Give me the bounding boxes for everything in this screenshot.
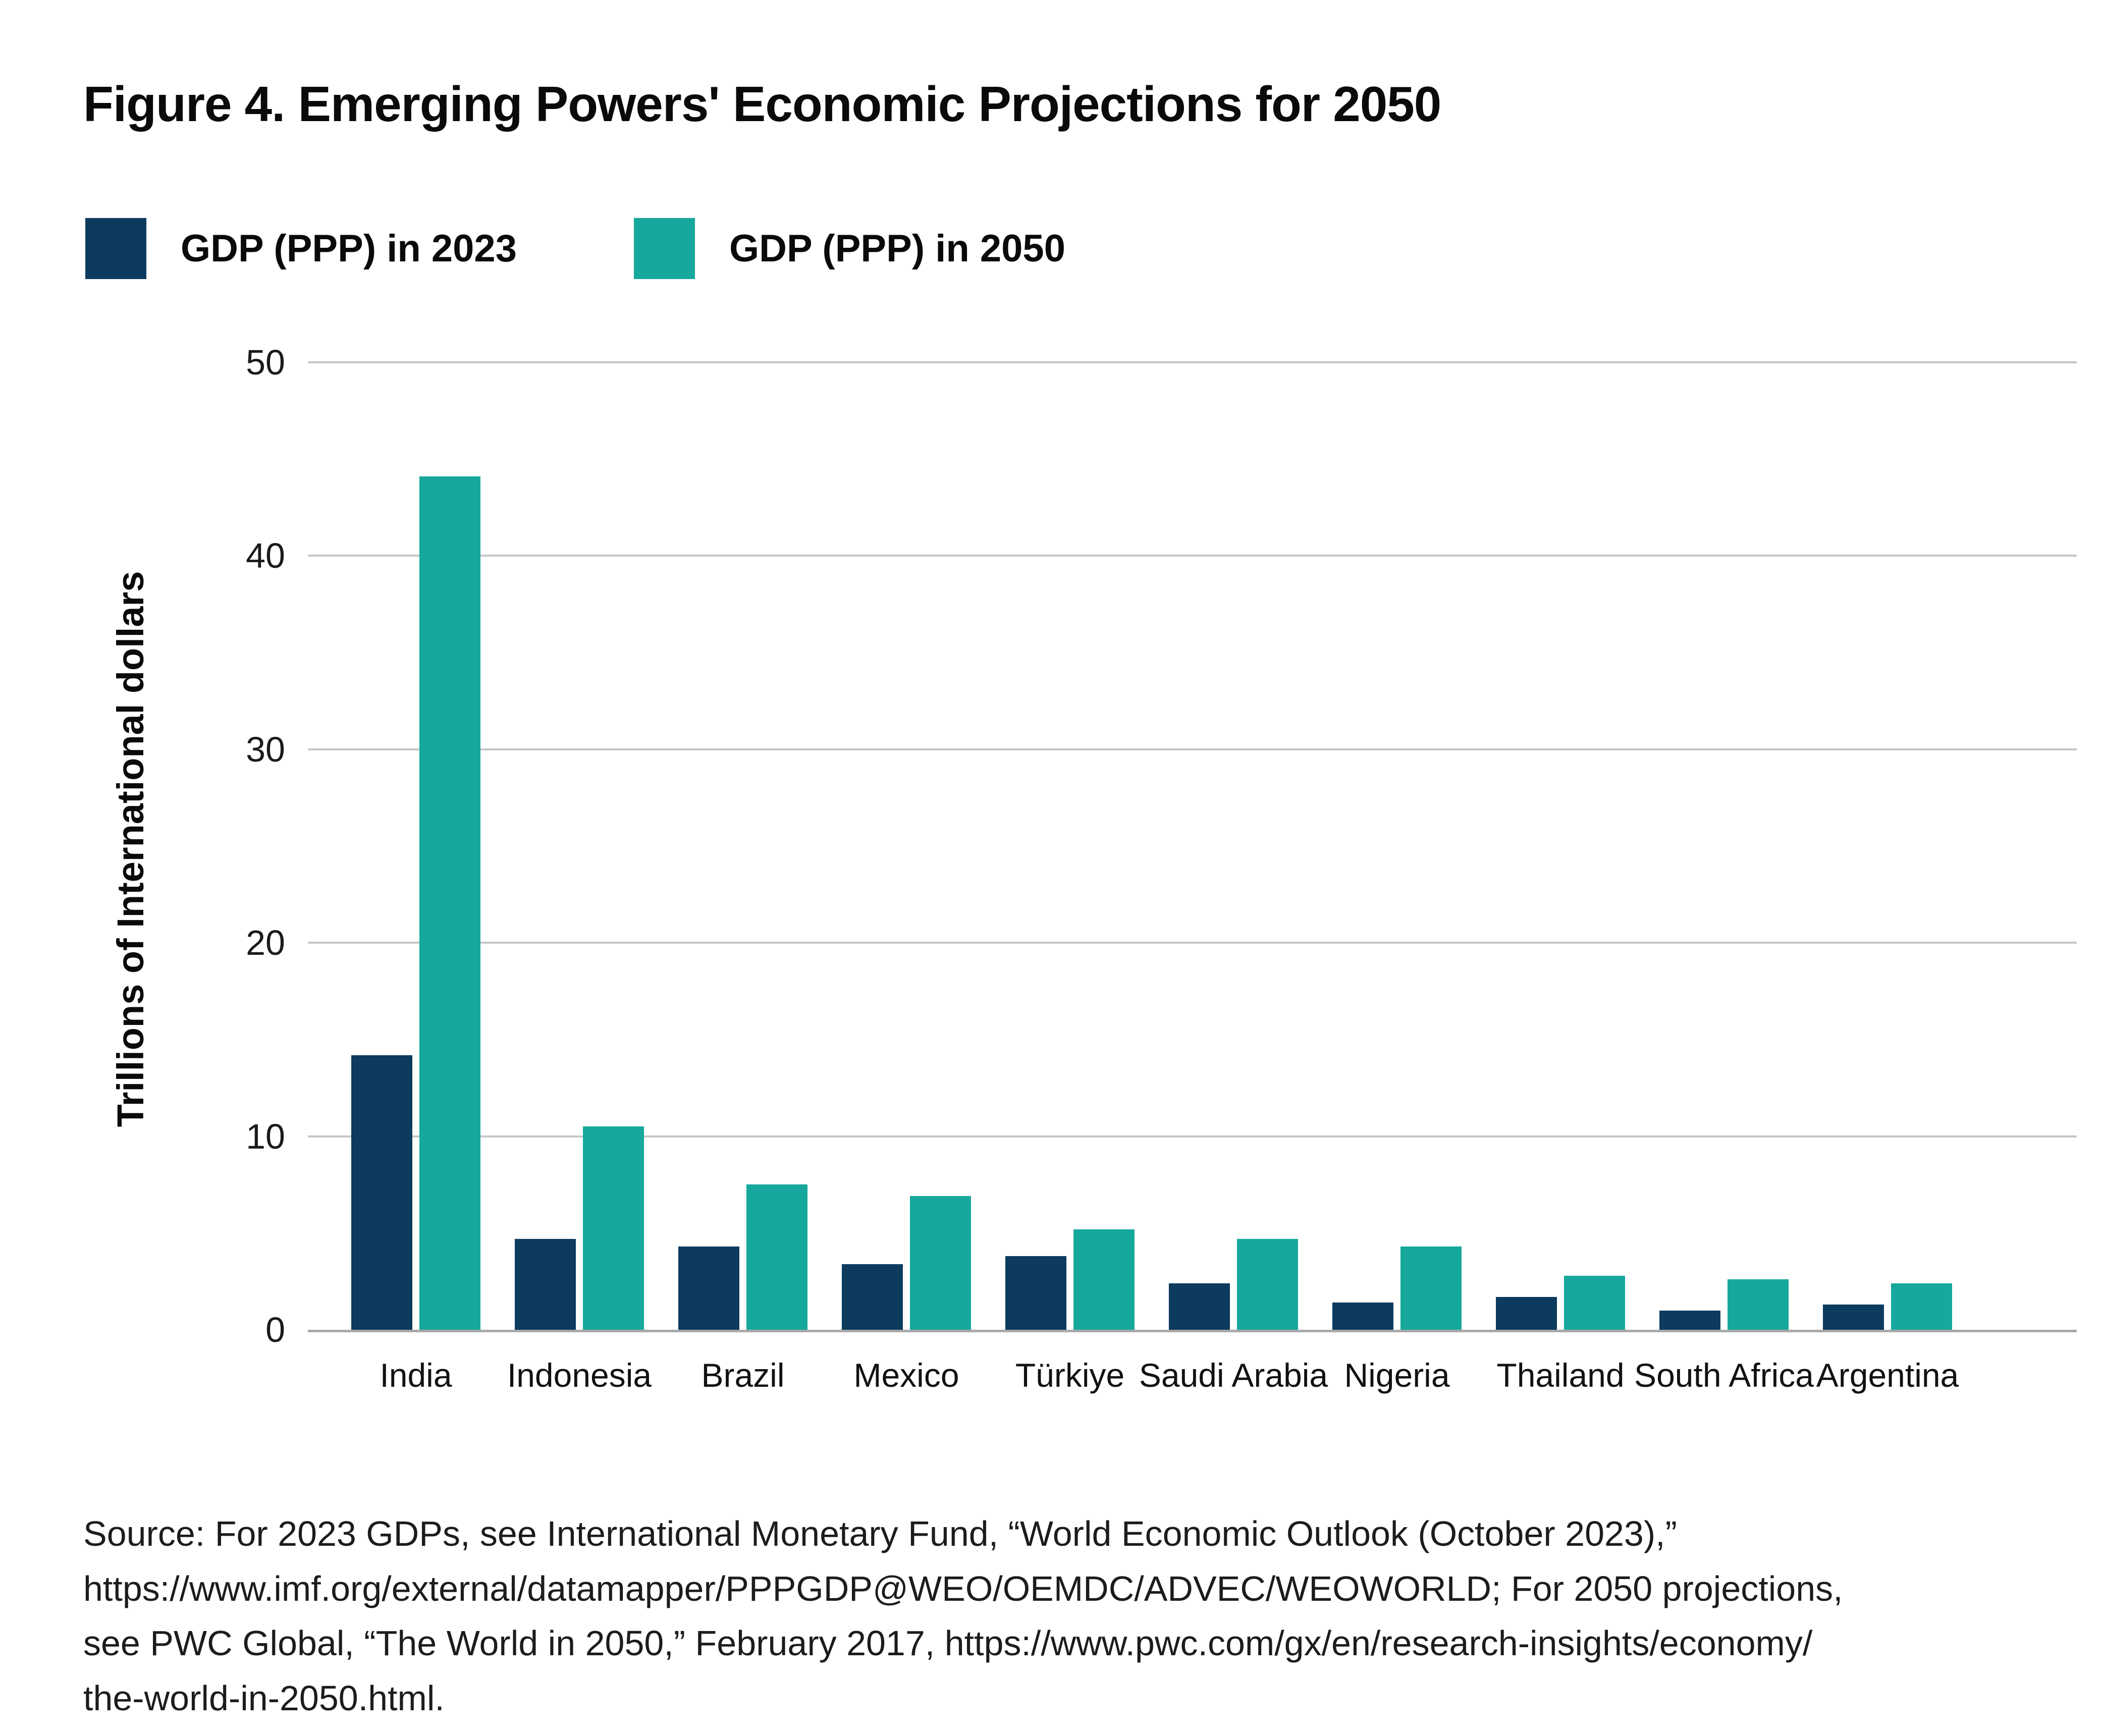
y-tick-label-0: 0 — [265, 1310, 285, 1349]
legend-item-2050: GDP (PPP) in 2050 — [634, 218, 1065, 279]
category-label-saudi-arabia: Saudi Arabia — [1139, 1357, 1328, 1394]
legend-label-2023: GDP (PPP) in 2023 — [181, 227, 517, 270]
bar-south-africa-2023 — [1659, 1310, 1720, 1330]
y-tick-label-10: 10 — [246, 1116, 285, 1156]
category-label-indonesia: Indonesia — [507, 1357, 652, 1394]
gridline-50 — [308, 361, 2077, 363]
bar-south-africa-2050 — [1728, 1279, 1789, 1330]
bar-group-india: India — [351, 362, 480, 1394]
bar-argentina-2023 — [1823, 1305, 1884, 1330]
bar-nigeria-2050 — [1400, 1246, 1462, 1330]
gridline-40 — [308, 555, 2077, 557]
category-label-brazil: Brazil — [701, 1357, 785, 1394]
bar-group-argentina: Argentina — [1816, 362, 1959, 1394]
gridline-30 — [308, 748, 2077, 750]
category-label-south-africa: South Africa — [1634, 1357, 1814, 1394]
legend-item-2023: GDP (PPP) in 2023 — [85, 218, 517, 279]
bar-thailand-2050 — [1564, 1275, 1625, 1330]
legend-swatch-2023 — [85, 218, 146, 279]
y-axis-tick-labels: 0 10 20 30 40 50 — [141, 345, 285, 1347]
bar-indonesia-2023 — [515, 1238, 576, 1330]
category-label-thailand: Thailand — [1496, 1357, 1625, 1394]
bar-brazil-2050 — [746, 1184, 807, 1330]
category-label-mexico: Mexico — [853, 1357, 959, 1394]
gridline-20 — [308, 942, 2077, 944]
bar-group-indonesia: Indonesia — [507, 362, 652, 1394]
bar-group-south-africa: South Africa — [1634, 362, 1814, 1394]
bar-group-türkiye: Türkiye — [1005, 362, 1135, 1394]
bar-indonesia-2050 — [583, 1126, 644, 1330]
bar-türkiye-2023 — [1005, 1256, 1066, 1330]
bar-mexico-2050 — [910, 1196, 971, 1330]
legend-swatch-2050 — [634, 218, 695, 279]
bar-group-brazil: Brazil — [678, 362, 807, 1394]
source-note: Source: For 2023 GDPs, see International… — [83, 1514, 1843, 1718]
category-label-nigeria: Nigeria — [1344, 1357, 1450, 1394]
category-label-türkiye: Türkiye — [1015, 1357, 1125, 1394]
bar-nigeria-2023 — [1332, 1303, 1393, 1330]
bar-group-saudi-arabia: Saudi Arabia — [1139, 362, 1328, 1394]
legend: GDP (PPP) in 2023 GDP (PPP) in 2050 — [0, 218, 2103, 279]
bar-brazil-2023 — [678, 1246, 739, 1330]
bar-saudi-arabia-2050 — [1237, 1238, 1298, 1330]
y-tick-label-20: 20 — [246, 923, 285, 963]
bar-argentina-2050 — [1891, 1283, 1952, 1330]
y-tick-label-30: 30 — [246, 729, 285, 769]
bar-group-nigeria: Nigeria — [1332, 362, 1462, 1394]
bar-group-thailand: Thailand — [1496, 362, 1625, 1394]
y-tick-label-40: 40 — [246, 536, 285, 576]
bar-thailand-2023 — [1496, 1296, 1557, 1330]
bar-india-2050 — [419, 476, 480, 1330]
bar-group-mexico: Mexico — [842, 362, 971, 1394]
bar-saudi-arabia-2023 — [1169, 1283, 1230, 1330]
legend-label-2050: GDP (PPP) in 2050 — [729, 227, 1065, 270]
plot-area: India Indonesia Brazil Mexico Türkiye Saudi A… — [308, 361, 2077, 1394]
gridline-10 — [308, 1135, 2077, 1137]
category-label-india: India — [380, 1357, 452, 1394]
figure-title: Figure 4. Emerging Powers' Economic Proj… — [83, 76, 1441, 132]
bar-türkiye-2050 — [1073, 1229, 1135, 1330]
bar-mexico-2023 — [842, 1264, 903, 1330]
bar-india-2023 — [351, 1055, 412, 1330]
category-label-argentina: Argentina — [1816, 1357, 1959, 1394]
y-tick-label-50: 50 — [246, 343, 285, 382]
